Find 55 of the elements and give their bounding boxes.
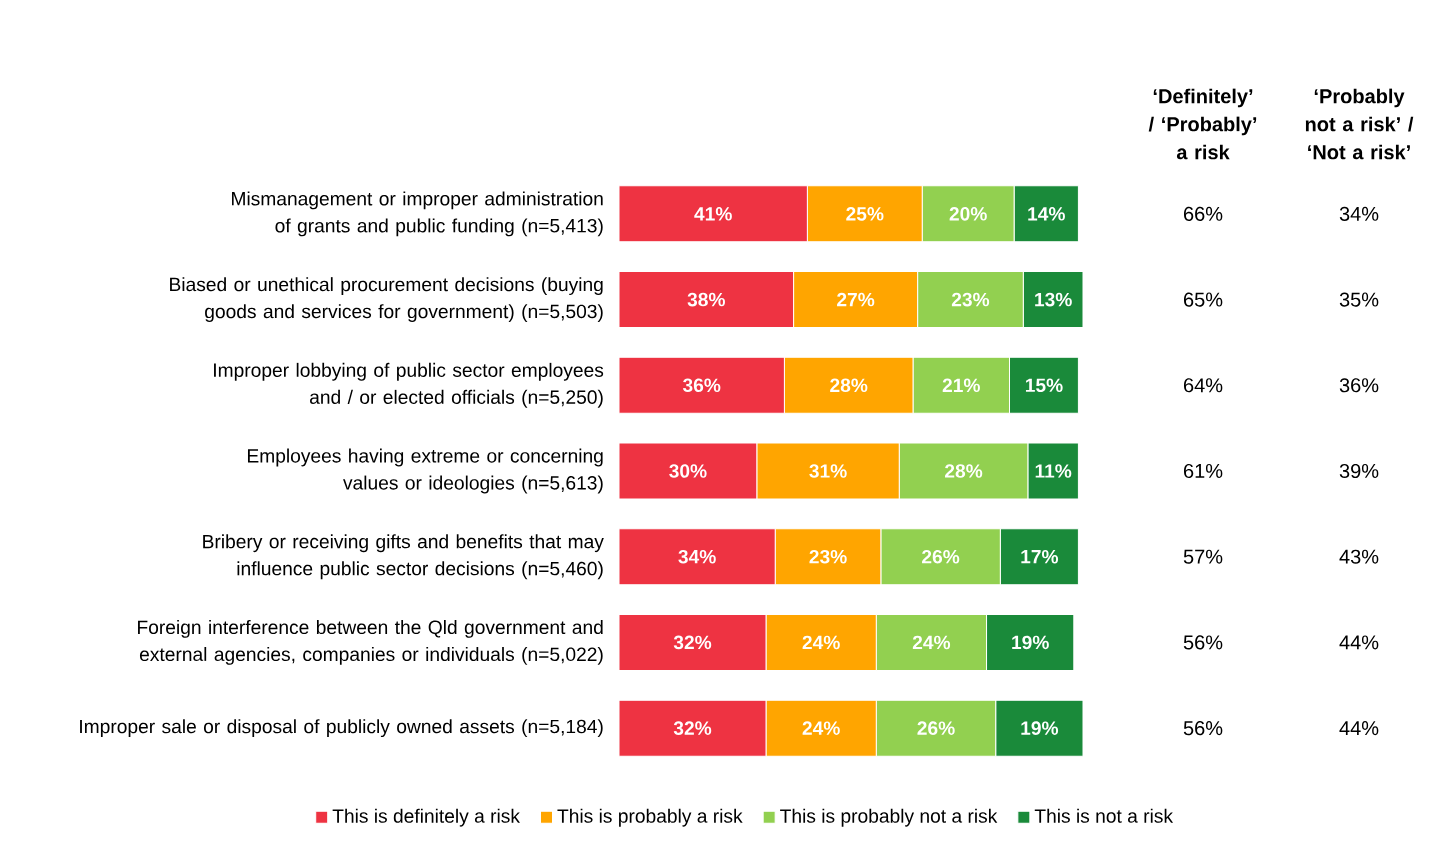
text: 44% <box>1339 721 1379 736</box>
y-tick-label: Improper sale or disposal of publicly owned assets (n=5,184) <box>80 719 603 738</box>
data-label: 23% <box>809 549 847 564</box>
y-tick-label: Mismanagement or improper administration of grants and public funding (n=5,413) <box>232 191 603 237</box>
text: 61% <box>1184 463 1223 479</box>
data-label: 26% <box>917 721 955 735</box>
data-label: 24% <box>802 721 840 735</box>
text: ‘Probably not a risk’ / ‘Not a risk’ <box>1305 88 1414 160</box>
data-label: 28% <box>830 378 868 393</box>
data-label: 30% <box>669 464 707 478</box>
data-label: 11% <box>1035 464 1072 478</box>
data-label: 38% <box>687 292 725 307</box>
data-label: 24% <box>802 635 840 650</box>
data-label: 14% <box>1028 207 1065 221</box>
text: 64% <box>1184 378 1223 393</box>
data-label: 17% <box>1021 549 1059 564</box>
y-tick-label: Improper lobbying of public sector employees and / or elected officials (n=5,250) <box>214 362 604 408</box>
legend-label: This is definitely a risk <box>332 808 520 827</box>
data-label: 32% <box>673 721 712 735</box>
text: 43% <box>1339 549 1379 564</box>
y-tick-label: Bribery or receiving gifts and benefits that may influence public sector decisions (n=5,460) <box>203 534 604 580</box>
data-label: 24% <box>912 635 951 650</box>
text: 44% <box>1339 635 1379 650</box>
text: ‘Definitely’ / ‘Probably’ a risk <box>1148 88 1257 160</box>
data-label: 21% <box>942 378 980 393</box>
data-label: 13% <box>1035 292 1072 307</box>
text: 36% <box>1339 378 1379 393</box>
data-label: 41% <box>694 207 732 221</box>
text: 66% <box>1184 206 1223 221</box>
y-tick-label: Employees having extreme or concerning values or ideologies (n=5,613) <box>247 448 603 494</box>
y-tick-label: Foreign interference between the Qld government and external agencies, companies or individuals (n=5,022) <box>138 619 603 665</box>
data-label: 19% <box>1012 635 1049 650</box>
y-tick-label: Biased or unethical procurement decisions (buying goods and services for government) (n=5,503) <box>170 277 603 323</box>
data-label: 28% <box>945 464 983 478</box>
text: 57% <box>1183 549 1223 564</box>
data-label: 25% <box>846 207 884 221</box>
data-label: 23% <box>951 292 990 307</box>
data-label: 36% <box>682 378 721 393</box>
data-label: 26% <box>922 549 960 564</box>
legend-label: This is probably a risk <box>557 808 743 827</box>
data-label: 31% <box>809 464 847 478</box>
legend-label: This is probably not a risk <box>780 808 998 827</box>
data-label: 34% <box>678 549 716 564</box>
data-label: 15% <box>1025 378 1063 393</box>
data-label: 19% <box>1021 721 1059 735</box>
legend-label: This is not a risk <box>1034 808 1174 823</box>
text: 34% <box>1339 206 1379 221</box>
data-label: 20% <box>949 207 987 221</box>
data-label: 32% <box>673 635 712 650</box>
data-label: 27% <box>837 292 875 307</box>
text: 35% <box>1339 292 1379 307</box>
text: 56% <box>1183 635 1223 650</box>
text: 39% <box>1339 463 1379 479</box>
text: 56% <box>1183 721 1223 736</box>
text: 65% <box>1184 292 1223 307</box>
